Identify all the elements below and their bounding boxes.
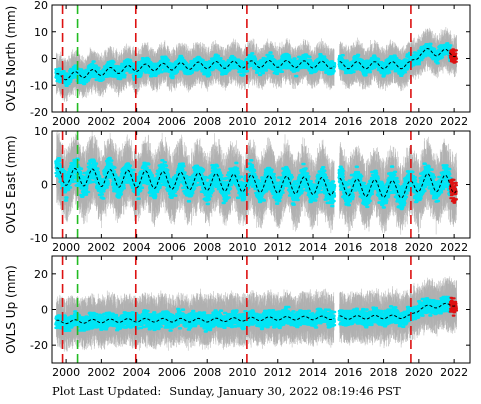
- daily-solutions: [54, 295, 453, 333]
- x-tick-label: 2012: [264, 115, 292, 128]
- x-tick-label: 2004: [123, 366, 151, 379]
- y-tick-label: 10: [34, 125, 48, 138]
- plot-area: [54, 131, 459, 235]
- daily-solutions: [54, 156, 453, 211]
- x-tick-label: 2018: [370, 115, 398, 128]
- plot-updated-timestamp: Sunday, January 30, 2022 08:19:46 PST: [169, 384, 401, 398]
- x-tick-label: 2002: [87, 366, 115, 379]
- y-tick-label: 10: [34, 26, 48, 39]
- plot-area: [54, 27, 459, 102]
- y-tick-label: -20: [30, 339, 48, 352]
- x-tick-label: 2010: [228, 115, 256, 128]
- y-tick-label: 0: [41, 304, 48, 317]
- x-tick-label: 2006: [158, 366, 186, 379]
- x-tick-label: 2022: [440, 115, 468, 128]
- panel-3: 2000 2002 2004 2006 2008 2010 2012 2014 2016 2018…: [4, 255, 471, 379]
- x-tick-label: 2008: [193, 115, 221, 128]
- y-tick-label: -20: [30, 106, 48, 119]
- x-tick-label: 2014: [299, 115, 327, 128]
- y-tick-label: 20: [34, 268, 48, 281]
- y-axis-label: OVLS North (mm): [4, 6, 18, 112]
- y-tick-label: 20: [34, 0, 48, 12]
- x-tick-label: 2008: [193, 241, 221, 254]
- x-tick-label: 2020: [405, 241, 433, 254]
- x-tick-label: 2000: [52, 115, 80, 128]
- x-tick-label: 2022: [440, 366, 468, 379]
- x-tick-label: 2020: [405, 366, 433, 379]
- x-tick-label: 2004: [123, 241, 151, 254]
- x-tick-label: 2020: [405, 115, 433, 128]
- plot-updated-label: Plot Last Updated:: [52, 384, 162, 398]
- panel-1: 2000 2002 2004 2006 2008 2010 2012 2014 2016 2018…: [4, 0, 471, 128]
- plot-updated-footer: Plot Last Updated: Sunday, January 30, 20…: [52, 384, 401, 398]
- x-tick-label: 2012: [264, 366, 292, 379]
- x-tick-label: 2014: [299, 241, 327, 254]
- x-tick-label: 2014: [299, 366, 327, 379]
- x-tick-label: 2006: [158, 115, 186, 128]
- panels: 2000 2002 2004 2006 2008 2010 2012 2014 2016 2018…: [4, 0, 471, 379]
- y-axis-label: OVLS Up (mm): [4, 265, 18, 354]
- y-tick-label: 0: [41, 179, 48, 192]
- x-tick-label: 2016: [334, 366, 362, 379]
- x-tick-label: 2002: [87, 115, 115, 128]
- x-tick-label: 2010: [228, 366, 256, 379]
- x-tick-label: 2018: [370, 241, 398, 254]
- y-tick-label: 0: [41, 53, 48, 66]
- panel-2: 2000 2002 2004 2006 2008 2010 2012 2014 2016 2018…: [4, 125, 471, 254]
- model-fit-line: [56, 167, 458, 199]
- model-fit-line: [56, 302, 458, 325]
- x-tick-label: 2006: [158, 241, 186, 254]
- x-tick-label: 2012: [264, 241, 292, 254]
- x-tick-label: 2002: [87, 241, 115, 254]
- y-axis-label: OVLS East (mm): [4, 135, 18, 233]
- y-tick-label: -10: [30, 79, 48, 92]
- x-tick-label: 2018: [370, 366, 398, 379]
- x-tick-label: 2000: [52, 241, 80, 254]
- x-tick-label: 2004: [123, 115, 151, 128]
- x-tick-label: 2008: [193, 366, 221, 379]
- y-tick-label: -10: [30, 232, 48, 245]
- x-tick-label: 2010: [228, 241, 256, 254]
- x-tick-label: 2016: [334, 241, 362, 254]
- model-fit-line: [56, 48, 458, 81]
- x-tick-label: 2016: [334, 115, 362, 128]
- plot-area: [54, 276, 459, 352]
- x-tick-label: 2000: [52, 366, 80, 379]
- x-tick-label: 2022: [440, 241, 468, 254]
